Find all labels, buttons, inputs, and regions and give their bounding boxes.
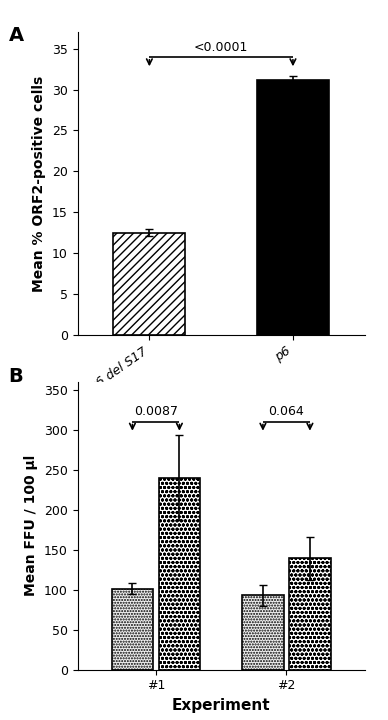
Bar — [114, 233, 185, 335]
Y-axis label: Mean FFU / 100 µl: Mean FFU / 100 µl — [24, 455, 38, 596]
Text: 0.064: 0.064 — [268, 405, 304, 418]
Text: 0.0087: 0.0087 — [134, 405, 178, 418]
Bar — [242, 595, 284, 670]
Text: A: A — [9, 27, 24, 45]
Bar — [159, 477, 200, 670]
Bar — [111, 589, 153, 670]
Bar — [289, 559, 331, 670]
Y-axis label: Mean % ORF2-positive cells: Mean % ORF2-positive cells — [33, 76, 47, 292]
Text: B: B — [9, 367, 23, 386]
Text: <0.0001: <0.0001 — [194, 42, 248, 55]
Bar — [257, 80, 329, 335]
X-axis label: Experiment: Experiment — [172, 698, 270, 713]
